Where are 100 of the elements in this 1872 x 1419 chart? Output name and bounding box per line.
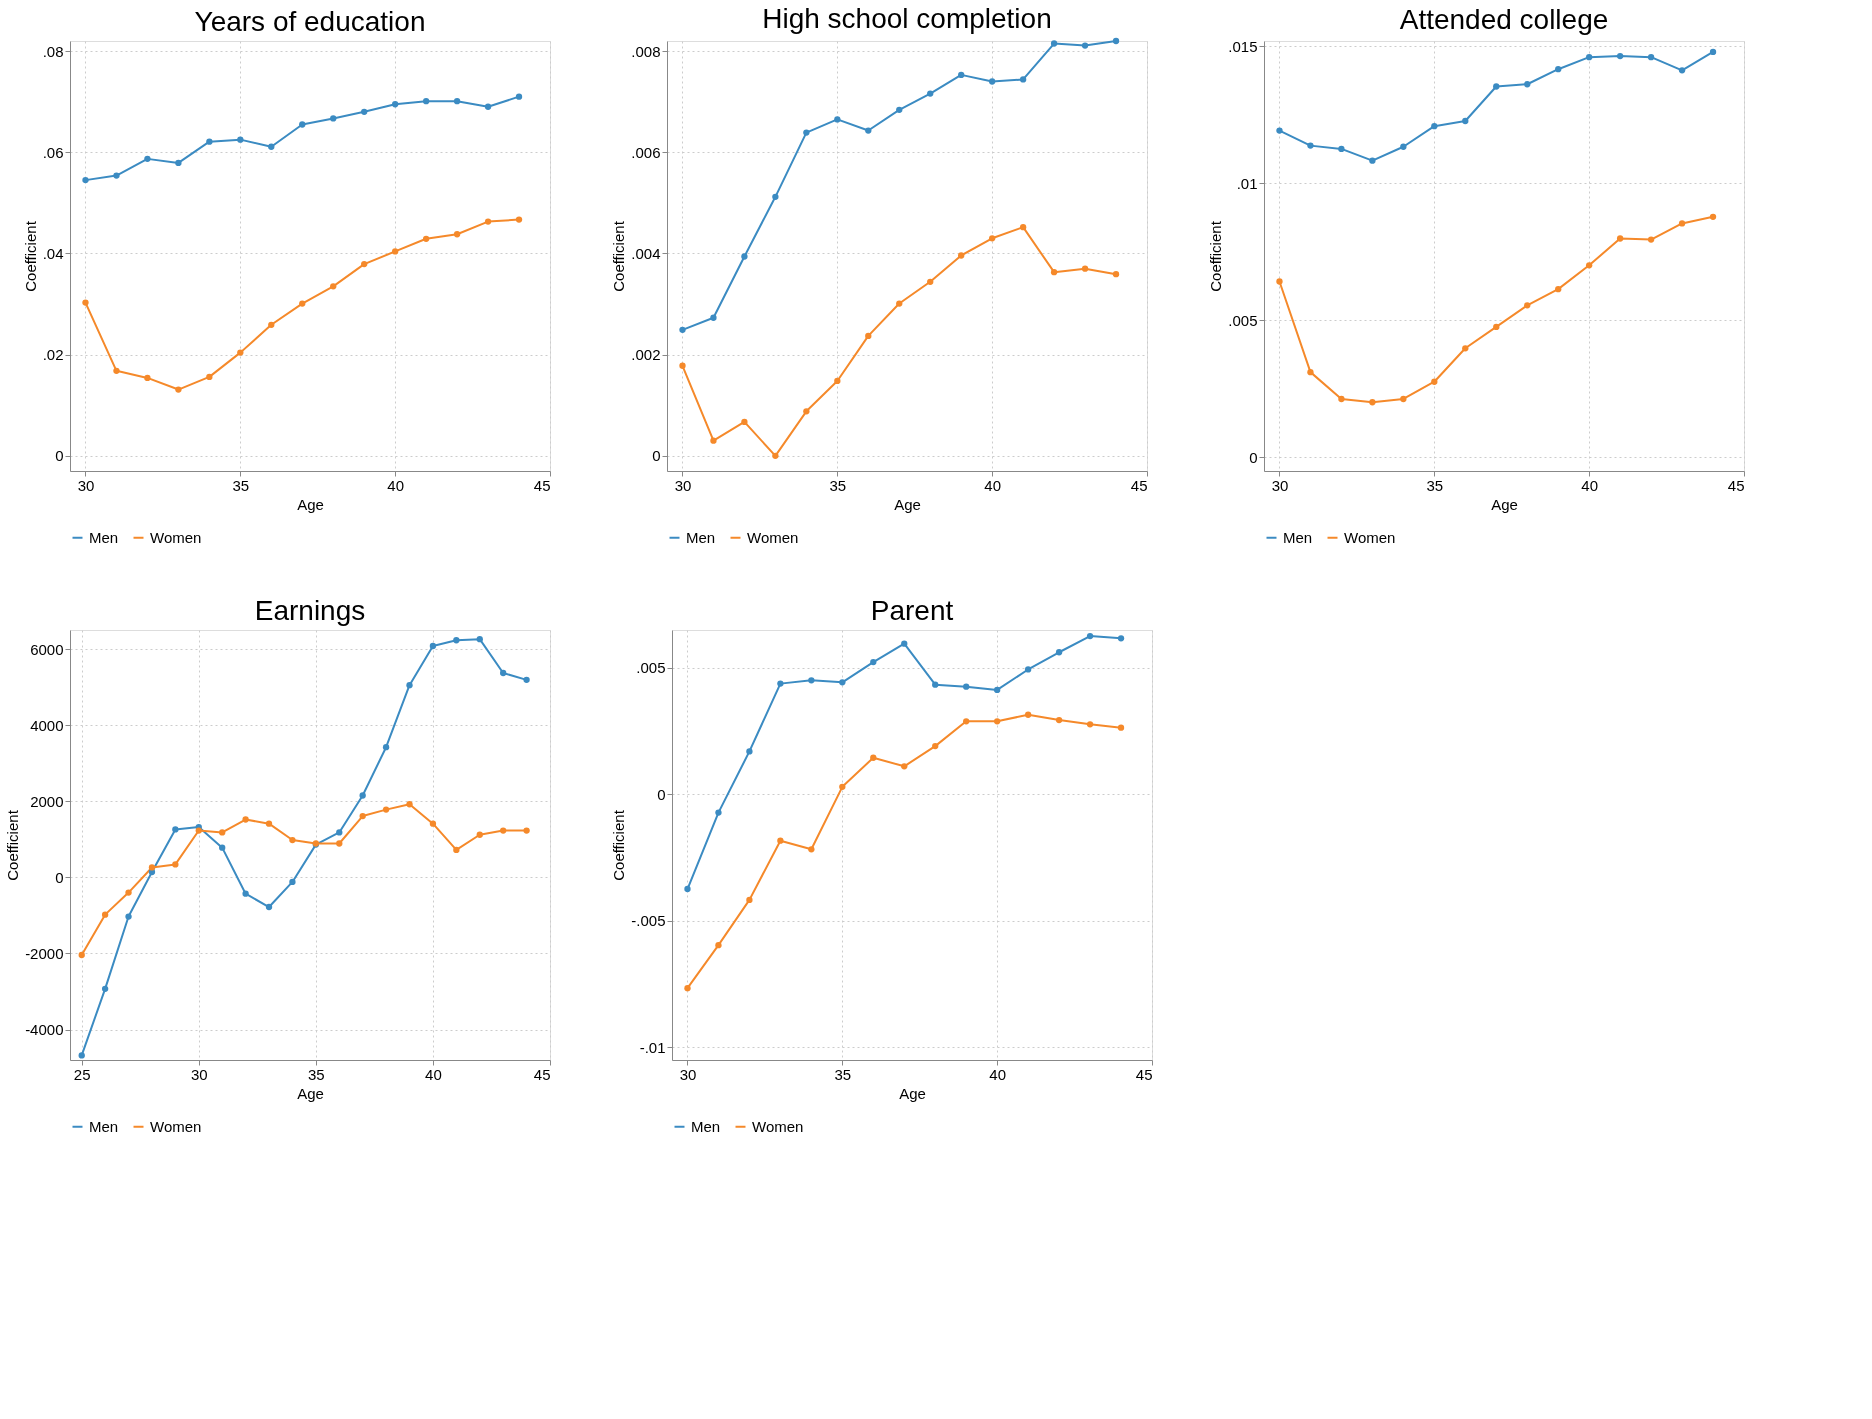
y-tick-label: .08 bbox=[42, 42, 64, 60]
x-tick-label: 30 bbox=[1271, 476, 1289, 494]
point bbox=[359, 812, 366, 820]
point bbox=[265, 820, 273, 827]
y-tick-label: .005 bbox=[1228, 311, 1258, 329]
point bbox=[523, 827, 530, 834]
x-tick-label: 40 bbox=[425, 1065, 442, 1083]
y-axis-title: Coefficient bbox=[610, 809, 628, 881]
x-tick-label: 25 bbox=[73, 1065, 91, 1083]
legend-label: Men bbox=[89, 1117, 119, 1135]
point bbox=[242, 816, 249, 823]
point bbox=[336, 829, 343, 836]
point bbox=[359, 792, 366, 799]
point bbox=[476, 635, 483, 643]
legend-label: Men bbox=[1283, 528, 1313, 546]
y-tick-label: .015 bbox=[1228, 37, 1258, 55]
legend-label: Men bbox=[691, 1117, 721, 1135]
y-tick-label: 6000 bbox=[30, 640, 64, 658]
y-tick-label: 4000 bbox=[30, 716, 64, 734]
y-tick-label: .04 bbox=[42, 244, 64, 262]
point bbox=[453, 637, 460, 644]
legend-label: Women bbox=[150, 1117, 202, 1135]
x-axis-title: Age bbox=[297, 495, 324, 513]
legend-label: Men bbox=[686, 528, 716, 546]
x-tick-label: 40 bbox=[984, 476, 1002, 494]
point bbox=[429, 642, 437, 650]
y-axis-title: Coefficient bbox=[21, 220, 39, 292]
point bbox=[78, 1052, 85, 1059]
y-tick-label: .008 bbox=[631, 42, 661, 60]
x-axis-title: Age bbox=[1491, 495, 1518, 513]
legend-label: Women bbox=[150, 528, 202, 546]
y-tick-label: 0 bbox=[652, 447, 661, 465]
x-tick-label: 35 bbox=[308, 1065, 325, 1083]
y-tick-label: 0 bbox=[55, 447, 64, 465]
x-tick-label: 30 bbox=[190, 1065, 208, 1083]
x-tick-label: 45 bbox=[1135, 1065, 1153, 1083]
point bbox=[219, 844, 226, 851]
y-tick-label: .002 bbox=[631, 346, 661, 364]
x-tick-label: 35 bbox=[834, 1065, 852, 1083]
y-axis-title: Coefficient bbox=[1207, 220, 1225, 292]
point bbox=[406, 682, 413, 689]
x-tick-label: 45 bbox=[533, 1065, 551, 1083]
x-axis-title: Age bbox=[899, 1084, 926, 1102]
x-tick-label: 30 bbox=[77, 476, 95, 494]
x-tick-label: 40 bbox=[1581, 476, 1599, 494]
point bbox=[476, 831, 483, 838]
x-tick-label: 45 bbox=[1130, 476, 1148, 494]
point bbox=[453, 846, 460, 854]
chart-title: Earnings bbox=[254, 595, 366, 626]
y-tick-label: .005 bbox=[636, 659, 666, 677]
y-tick-label: .004 bbox=[631, 244, 661, 262]
point bbox=[429, 820, 437, 827]
y-axis-title: Coefficient bbox=[610, 220, 628, 292]
y-axis-title: Coefficient bbox=[4, 809, 22, 881]
chart-title: High school completion bbox=[762, 2, 1052, 34]
legend-label: Women bbox=[1344, 528, 1396, 546]
chart-title: Attended college bbox=[1399, 4, 1609, 36]
x-tick-label: 30 bbox=[679, 1065, 697, 1083]
point bbox=[382, 744, 390, 751]
point bbox=[101, 911, 109, 918]
x-tick-label: 45 bbox=[1727, 476, 1745, 494]
y-tick-label: .02 bbox=[42, 346, 64, 364]
point bbox=[101, 985, 109, 992]
chart-title: Parent bbox=[870, 595, 954, 626]
point bbox=[382, 806, 390, 813]
y-tick-label: -.01 bbox=[639, 1038, 666, 1056]
x-tick-label: 35 bbox=[1426, 476, 1444, 494]
point bbox=[406, 801, 413, 808]
x-tick-label: 45 bbox=[533, 476, 551, 494]
point bbox=[500, 827, 507, 834]
y-tick-label: .06 bbox=[42, 143, 64, 161]
x-axis-title: Age bbox=[297, 1084, 324, 1102]
point bbox=[265, 903, 273, 911]
point bbox=[78, 951, 85, 959]
legend-label: Men bbox=[89, 528, 119, 546]
point bbox=[125, 913, 132, 920]
y-tick-label: 2000 bbox=[30, 792, 64, 810]
point bbox=[172, 861, 179, 868]
y-tick-label: .01 bbox=[1236, 174, 1258, 192]
y-tick-label: -2000 bbox=[25, 944, 64, 962]
point bbox=[172, 826, 179, 833]
y-tick-label: 0 bbox=[1249, 448, 1258, 466]
x-tick-label: 30 bbox=[674, 476, 692, 494]
chart-title: Years of education bbox=[194, 6, 426, 37]
point bbox=[219, 829, 226, 836]
legend-label: Women bbox=[752, 1117, 804, 1135]
y-tick-label: -.005 bbox=[631, 912, 666, 930]
x-tick-label: 40 bbox=[989, 1065, 1007, 1083]
point bbox=[148, 864, 156, 871]
x-tick-label: 35 bbox=[232, 476, 250, 494]
point bbox=[523, 676, 530, 684]
x-tick-label: 40 bbox=[387, 476, 405, 494]
point bbox=[289, 836, 296, 844]
x-axis-title: Age bbox=[894, 495, 921, 513]
point bbox=[242, 890, 249, 897]
point bbox=[125, 889, 132, 896]
point bbox=[289, 878, 296, 886]
x-tick-label: 35 bbox=[829, 476, 847, 494]
point bbox=[500, 669, 507, 677]
point bbox=[195, 827, 202, 834]
